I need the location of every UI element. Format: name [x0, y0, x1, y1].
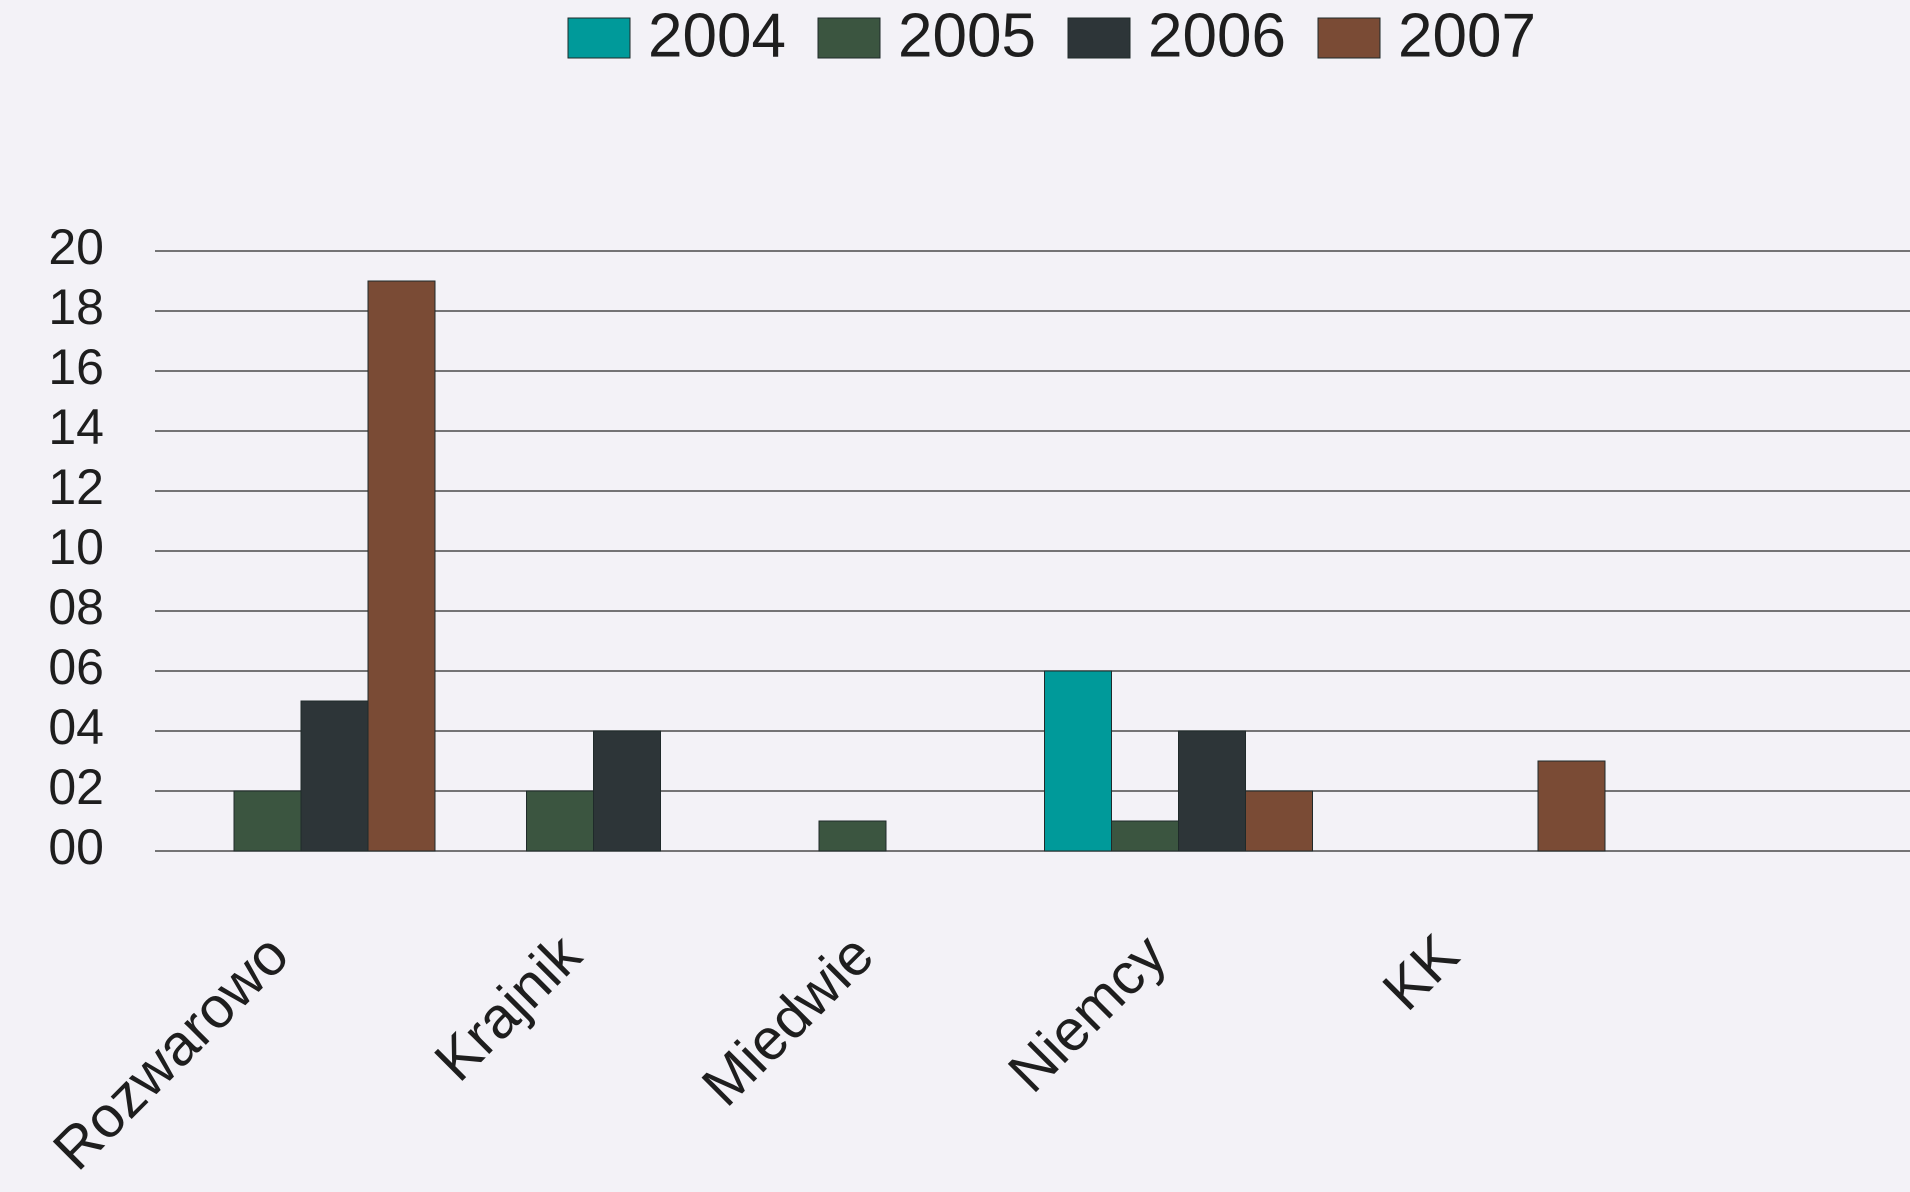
legend-label: 2007: [1398, 1, 1536, 70]
y-tick-label: 20: [48, 219, 104, 275]
bar: [1245, 790, 1313, 852]
legend-swatch: [1317, 17, 1381, 59]
y-tick-label: 18: [48, 279, 104, 335]
legend-swatch: [817, 17, 881, 59]
y-tick-label: 02: [48, 759, 104, 815]
bar: [1044, 670, 1112, 852]
y-tick-label: 04: [48, 699, 104, 755]
bar: [1111, 820, 1179, 852]
legend-label: 2005: [898, 1, 1036, 70]
bar: [526, 790, 594, 852]
y-tick-label: 06: [48, 639, 104, 695]
bar: [593, 730, 661, 852]
y-tick-label: 12: [48, 459, 104, 515]
y-tick-label: 00: [48, 819, 104, 875]
x-tick-label: Rozwarowo: [41, 922, 301, 1182]
y-tick-label: 14: [48, 399, 104, 455]
bar: [1178, 730, 1246, 852]
legend-label: 2006: [1148, 1, 1286, 70]
y-tick-label: 10: [48, 519, 104, 575]
bar: [233, 790, 302, 852]
y-tick-label: 16: [48, 339, 104, 395]
bar: [367, 280, 436, 852]
legend-swatch: [567, 17, 631, 59]
bar: [1537, 760, 1606, 852]
bar: [300, 700, 369, 852]
legend-swatch: [1067, 17, 1131, 59]
x-tick-label: Niemcy: [996, 922, 1179, 1105]
legend-label: 2004: [648, 1, 786, 70]
x-tick-label: Miedwie: [690, 922, 886, 1118]
bar: [818, 820, 887, 852]
x-tick-label: KK: [1370, 922, 1471, 1023]
x-tick-label: Krajnik: [422, 921, 594, 1093]
y-tick-label: 08: [48, 579, 104, 635]
